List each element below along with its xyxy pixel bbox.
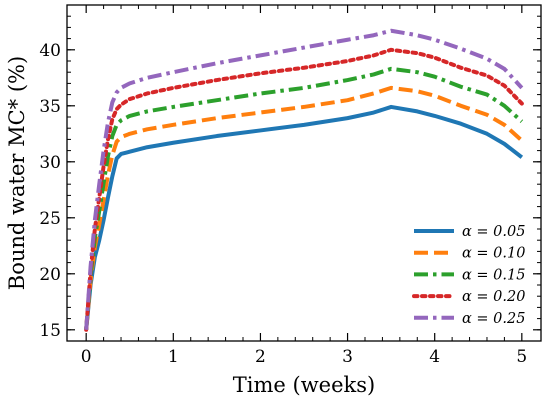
x-tick-label: 0 bbox=[81, 347, 92, 367]
x-tick-label: 1 bbox=[168, 347, 179, 367]
legend-label-5: α = 0.25 bbox=[462, 311, 525, 327]
series-line-5 bbox=[84, 28, 524, 330]
x-tick-label: 5 bbox=[516, 347, 527, 367]
legend-label-3: α = 0.15 bbox=[462, 267, 525, 283]
y-tick-label: 35 bbox=[39, 97, 61, 117]
x-tick-label: 3 bbox=[342, 347, 353, 367]
legend-label-4: α = 0.20 bbox=[462, 289, 525, 305]
series-lines bbox=[84, 28, 524, 332]
legend-label-1: α = 0.05 bbox=[462, 224, 525, 240]
y-tick-label: 30 bbox=[39, 153, 61, 173]
y-tick-label: 20 bbox=[39, 265, 61, 285]
legend: α = 0.05 α = 0.10 α = 0.15 α = 0.20 α = 0.25 bbox=[412, 224, 525, 327]
y-tick-label: 40 bbox=[39, 41, 61, 61]
x-tick-label: 2 bbox=[255, 347, 266, 367]
y-tick-label: 25 bbox=[39, 209, 61, 229]
series-line-4 bbox=[84, 47, 524, 332]
x-tick-label: 4 bbox=[429, 347, 440, 367]
series-line-3 bbox=[84, 66, 524, 330]
y-axis-label: Bound water MC* (%) bbox=[5, 56, 29, 290]
x-axis-label: Time (weeks) bbox=[233, 373, 375, 397]
series-line-2 bbox=[84, 85, 524, 330]
legend-label-2: α = 0.10 bbox=[462, 246, 525, 262]
y-tick-label: 15 bbox=[39, 321, 61, 341]
series-line-1 bbox=[84, 104, 524, 330]
